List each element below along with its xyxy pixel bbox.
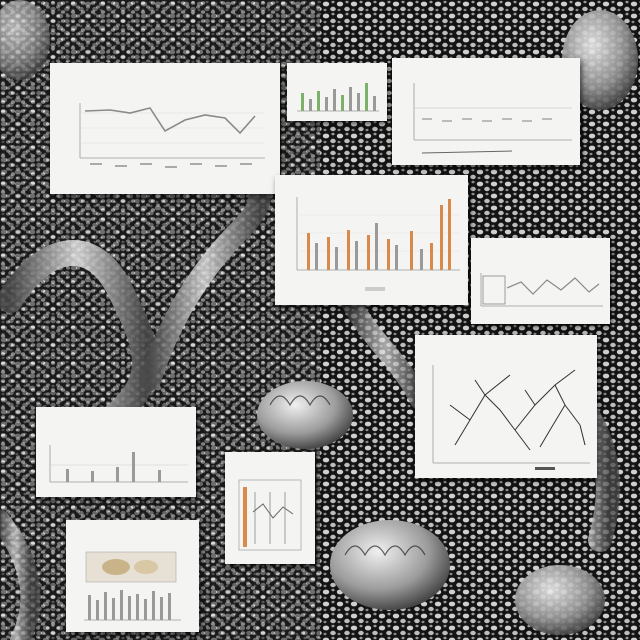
chart-card-bar-left bbox=[36, 407, 196, 497]
bar-chart-graphic bbox=[84, 551, 181, 621]
tube-shape bbox=[0, 510, 41, 640]
chart-card-bar-center bbox=[275, 175, 468, 305]
axes-chart-graphic bbox=[413, 83, 572, 154]
line-chart-graphic bbox=[480, 273, 603, 307]
bar-chart-graphic bbox=[296, 197, 460, 291]
chart-card-line-right bbox=[471, 238, 610, 324]
blob-shape bbox=[515, 565, 605, 635]
blob-shape bbox=[257, 381, 353, 449]
chart-line bbox=[506, 277, 600, 295]
chart-card-bottom-left bbox=[66, 520, 199, 632]
chart-card-axes-top-right bbox=[392, 58, 580, 165]
tree-diagram-graphic bbox=[432, 365, 590, 470]
tube-shape bbox=[340, 290, 430, 410]
blob-shape bbox=[330, 520, 450, 610]
chart-card-bar-small bbox=[287, 63, 387, 121]
blob-shape bbox=[0, 0, 50, 80]
bar-chart-graphic bbox=[297, 83, 379, 112]
chart-card-small-center bbox=[225, 452, 315, 564]
line-chart-graphic bbox=[79, 103, 265, 168]
blob-shape bbox=[562, 10, 638, 110]
bar-chart-graphic bbox=[238, 479, 302, 551]
chart-card-line-1 bbox=[50, 63, 280, 194]
chart-line bbox=[84, 107, 256, 135]
chart-card-tree-diagram bbox=[415, 335, 597, 478]
bar-chart-graphic bbox=[49, 445, 188, 483]
